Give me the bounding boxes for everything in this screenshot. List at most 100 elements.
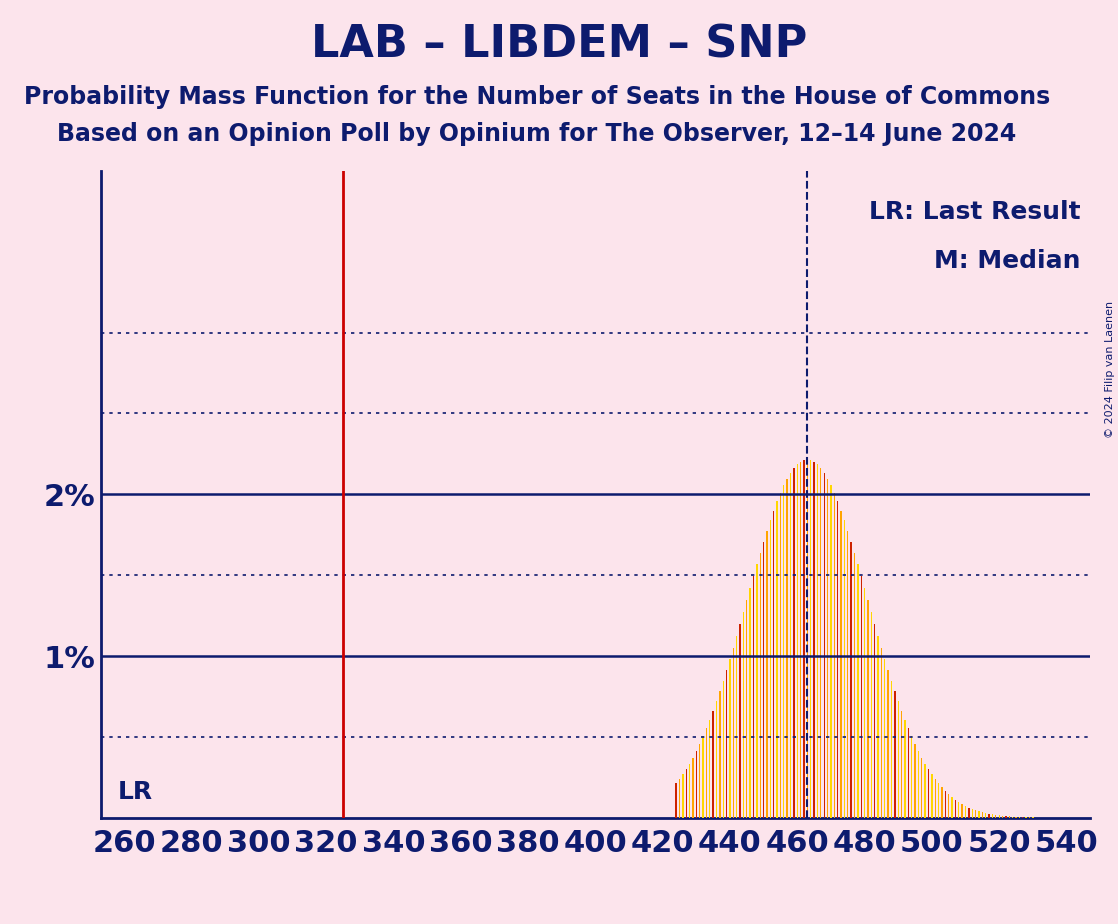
Bar [854,553,855,818]
Bar [811,460,812,818]
Bar [901,711,902,818]
Bar [1008,817,1010,818]
Bar [797,464,798,818]
Bar [955,799,956,818]
Bar [871,613,872,818]
Bar [732,648,735,818]
Bar [995,815,996,818]
Text: M: Median: M: Median [934,249,1080,273]
Bar [904,720,906,818]
Bar [685,770,686,818]
Bar [736,637,738,818]
Bar [837,502,838,818]
Bar [1002,816,1003,818]
Text: LAB – LIBDEM – SNP: LAB – LIBDEM – SNP [311,23,807,67]
Bar [874,625,875,818]
Bar [998,815,999,818]
Bar [982,812,983,818]
Bar [965,806,966,818]
Text: LR: Last Result: LR: Last Result [869,201,1080,224]
Bar [1005,816,1006,818]
Bar [804,460,805,818]
Bar [861,577,862,818]
Bar [742,613,745,818]
Bar [682,774,683,818]
Bar [699,744,700,818]
Bar [961,804,963,818]
Text: LR: LR [117,780,152,804]
Bar [739,625,741,818]
Bar [921,758,922,818]
Bar [779,493,781,818]
Bar [709,720,710,818]
Bar [834,493,835,818]
Bar [992,814,993,818]
Bar [884,660,885,818]
Bar [894,691,896,818]
Bar [705,728,707,818]
Bar [702,736,703,818]
Bar [968,808,969,818]
Bar [878,637,879,818]
Bar [978,811,979,818]
Bar [695,751,697,818]
Bar [783,485,785,818]
Bar [762,541,765,818]
Bar [898,701,899,818]
Bar [847,530,849,818]
Bar [800,462,802,818]
Bar [719,691,720,818]
Bar [794,468,795,818]
Bar [925,763,926,818]
Bar [941,787,942,818]
Bar [689,763,690,818]
Bar [776,502,778,818]
Bar [931,774,932,818]
Bar [1012,817,1013,818]
Bar [746,601,748,818]
Bar [766,530,768,818]
Text: Probability Mass Function for the Number of Seats in the House of Commons: Probability Mass Function for the Number… [23,85,1050,109]
Bar [908,728,909,818]
Bar [911,736,912,818]
Bar [951,797,953,818]
Bar [692,758,693,818]
Bar [789,473,792,818]
Bar [948,795,949,818]
Bar [988,814,989,818]
Bar [972,808,973,818]
Bar [851,541,852,818]
Bar [858,565,859,818]
Bar [938,784,939,818]
Bar [827,479,828,818]
Bar [824,473,825,818]
Bar [756,565,758,818]
Bar [749,589,751,818]
Bar [807,459,808,818]
Bar [915,744,916,818]
Bar [868,601,869,818]
Bar [814,462,815,818]
Bar [975,810,976,818]
Bar [786,479,788,818]
Text: © 2024 Filip van Laenen: © 2024 Filip van Laenen [1106,301,1115,438]
Bar [864,589,865,818]
Bar [817,464,818,818]
Bar [712,711,713,818]
Bar [679,779,680,818]
Bar [1015,817,1016,818]
Bar [928,770,929,818]
Bar [891,681,892,818]
Bar [985,813,986,818]
Bar [773,511,775,818]
Bar [729,660,731,818]
Bar [844,520,845,818]
Bar [675,784,676,818]
Bar [831,485,832,818]
Bar [821,468,822,818]
Bar [918,751,919,818]
Bar [881,648,882,818]
Bar [716,701,717,818]
Bar [759,553,761,818]
Bar [945,791,946,818]
